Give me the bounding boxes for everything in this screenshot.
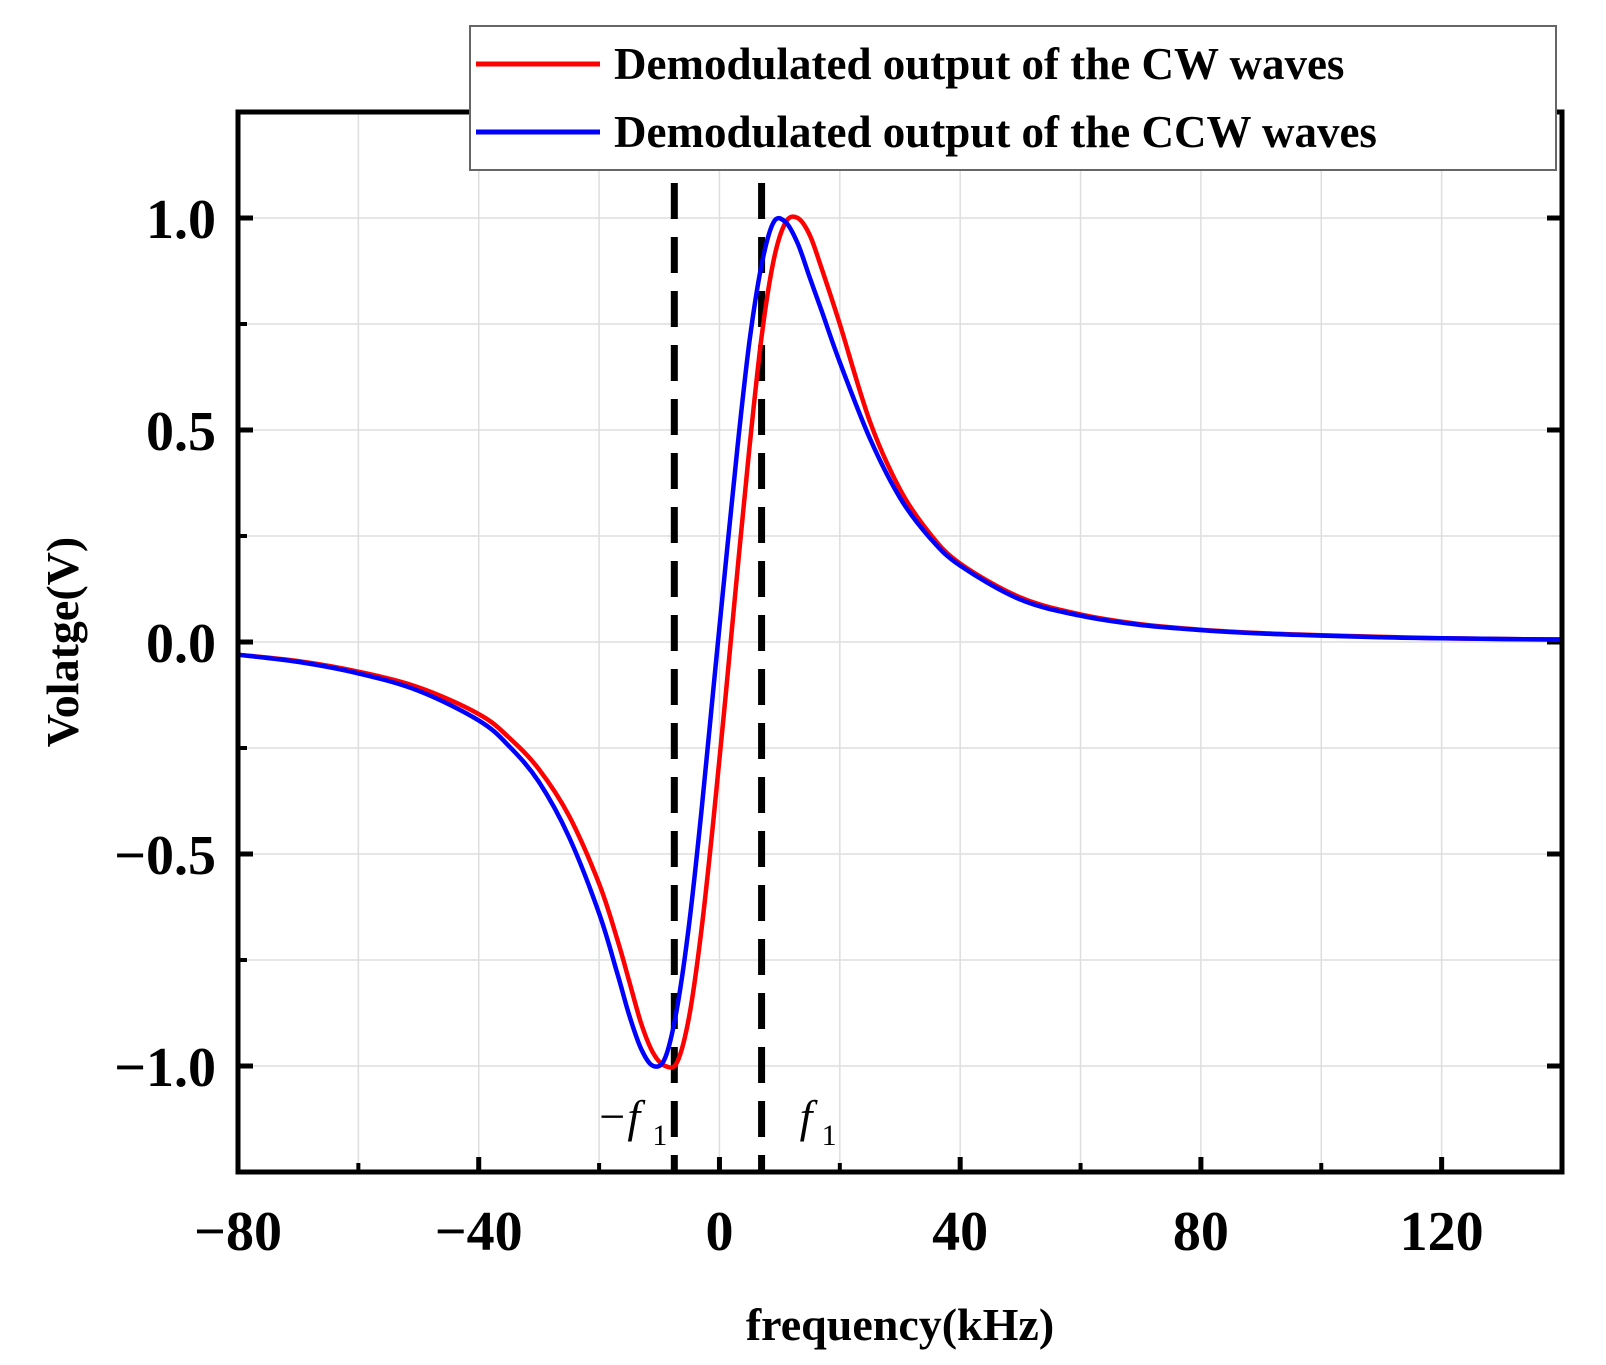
x-tick-label: 80 bbox=[1173, 1201, 1229, 1263]
grid-layer bbox=[237, 111, 1563, 1173]
legend-label-cw: Demodulated output of the CW waves bbox=[614, 39, 1344, 89]
series-lines bbox=[237, 214, 1563, 1070]
legend-box bbox=[469, 25, 1557, 171]
x-tick-label: −80 bbox=[194, 1201, 282, 1263]
series-line-ccw bbox=[237, 215, 1563, 1069]
x-tick-label: 120 bbox=[1400, 1201, 1484, 1263]
annotation-labels: −f 1 f 1 bbox=[596, 1091, 836, 1152]
legend: Demodulated output of the CW waves Demod… bbox=[469, 25, 1557, 171]
x-tick-label: 0 bbox=[705, 1201, 733, 1263]
marker-label: −f bbox=[596, 1091, 646, 1142]
y-tick-labels: −1.0 −0.5 0.0 0.5 1.0 bbox=[114, 189, 216, 1099]
legend-label-ccw: Demodulated output of the CCW waves bbox=[614, 107, 1377, 157]
x-tick-label: 40 bbox=[932, 1201, 988, 1263]
y-tick-label: −0.5 bbox=[114, 825, 216, 887]
y-axis-title: Volatge(V) bbox=[37, 537, 88, 747]
x-tick-labels: −80 −40 0 40 80 120 bbox=[194, 1201, 1484, 1263]
x-axis-title: frequency(kHz) bbox=[746, 1299, 1054, 1350]
y-tick-label: −1.0 bbox=[114, 1037, 216, 1099]
marker-label: f bbox=[800, 1091, 819, 1142]
marker-label-subscript: 1 bbox=[652, 1119, 667, 1152]
marker-label-subscript: 1 bbox=[822, 1119, 837, 1152]
y-tick-label: 0.0 bbox=[146, 613, 216, 675]
y-tick-label: 0.5 bbox=[146, 401, 216, 463]
y-tick-label: 1.0 bbox=[146, 189, 216, 251]
x-tick-label: −40 bbox=[435, 1201, 523, 1263]
